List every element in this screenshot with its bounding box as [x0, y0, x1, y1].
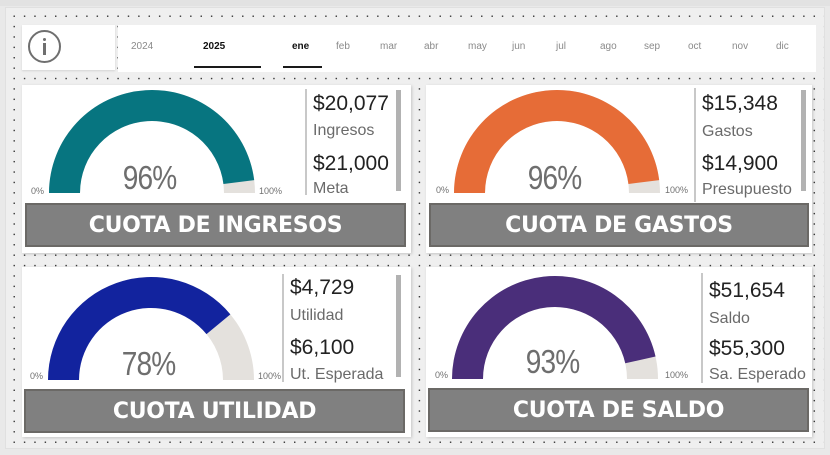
card-cuota-gastos: 96% 0% 100% $15,348 Gastos $14,900 Presu… [426, 85, 812, 253]
month-option-may[interactable]: may [468, 41, 487, 52]
card-cuota-utilidad: 78% 0% 100% $4,729 Utilidad $6,100 Ut. E… [22, 267, 411, 437]
month-option-sep[interactable]: sep [644, 41, 661, 52]
gauge-fill [452, 276, 656, 379]
kpi-value-label: Utilidad [290, 307, 344, 324]
month-option-oct[interactable]: oct [688, 41, 702, 52]
canvas-top-edge [0, 0, 830, 6]
kpi-target: $6,100 [290, 336, 355, 359]
month-option-jun[interactable]: jun [512, 41, 526, 52]
month-option-ago[interactable]: ago [600, 41, 617, 52]
gauge-fill [48, 277, 231, 380]
gauge-min-label: 0% [31, 186, 45, 196]
kpi-panel: $4,729 Utilidad $6,100 Ut. Esperada [282, 274, 394, 383]
month-option-dic[interactable]: dic [776, 41, 789, 52]
kpi-target-label: Meta [313, 180, 349, 197]
kpi-value: $4,729 [290, 276, 355, 299]
kpi-panel: $15,348 Gastos $14,900 Presupuesto [694, 88, 804, 202]
kpi-value-label: Ingresos [313, 122, 375, 139]
month-option-abr[interactable]: abr [424, 41, 439, 52]
kpi-value: $15,348 [702, 92, 778, 115]
kpi-target-label: Ut. Esperada [290, 366, 384, 383]
kpi-target: $55,300 [709, 337, 785, 360]
gauge-min-label: 0% [435, 370, 449, 380]
kpi-panel: $20,077 Ingresos $21,000 Meta [305, 89, 407, 197]
gauge-saldo [452, 276, 658, 379]
kpi-target-label: Presupuesto [702, 181, 792, 198]
gauge-max-label: 100% [665, 185, 689, 195]
card-title-banner: CUOTA DE SALDO [428, 388, 809, 432]
month-option-ene[interactable]: ene [292, 41, 310, 52]
info-bar [43, 43, 46, 55]
month-option-mar[interactable]: mar [380, 41, 398, 52]
kpi-value: $51,654 [709, 279, 785, 302]
kpi-scrollbar[interactable] [396, 275, 401, 377]
card-cuota-saldo: 93% 0% 100% $51,654 Saldo $55,300 Sa. Es… [426, 267, 812, 437]
gauge-max-label: 100% [665, 370, 689, 380]
gauge-percent: 93% [525, 343, 580, 380]
kpi-target: $21,000 [313, 152, 389, 175]
month-option-jul[interactable]: jul [556, 41, 567, 52]
kpi-target-label: Sa. Esperado [709, 366, 806, 383]
info-circle-icon[interactable] [28, 30, 61, 63]
kpi-value: $20,077 [313, 92, 389, 115]
month-selected-underline [283, 66, 322, 68]
gauge-fill [49, 89, 255, 193]
kpi-value-label: Gastos [702, 123, 753, 140]
gauge-min-label: 0% [436, 185, 450, 195]
gauge-max-label: 100% [259, 186, 283, 196]
month-option-nov[interactable]: nov [732, 41, 749, 52]
gauge-percent: 96% [122, 159, 177, 196]
card-cuota-ingresos: 96% 0% 100% $20,077 Ingresos $21,000 Met… [22, 85, 411, 253]
gauge-min-label: 0% [30, 371, 44, 381]
gauge-utilidad [48, 277, 254, 380]
card-title-banner: CUOTA DE GASTOS [429, 203, 809, 247]
gauge-percent: 96% [527, 159, 582, 196]
year-selected-underline [194, 66, 261, 68]
gauge-max-label: 100% [258, 371, 282, 381]
card-title-banner: CUOTA UTILIDAD [24, 389, 405, 433]
year-option-2024[interactable]: 2024 [131, 41, 154, 52]
kpi-value-label: Saldo [709, 310, 750, 327]
info-dot [43, 38, 46, 41]
slicer-gap [147, 66, 165, 72]
kpi-scrollbar[interactable] [801, 90, 806, 191]
gauge-gastos [454, 89, 660, 193]
month-option-feb[interactable]: feb [336, 41, 350, 52]
kpi-scrollbar[interactable] [396, 90, 401, 191]
gauge-fill [454, 89, 660, 193]
gauge-percent: 78% [121, 345, 176, 382]
year-option-2025[interactable]: 2025 [203, 41, 226, 52]
kpi-target: $14,900 [702, 152, 778, 175]
gauge-ingresos [49, 89, 255, 193]
date-slicer: 2024 2025 ene feb mar abr may jun jul ag… [118, 25, 816, 72]
card-title-banner: CUOTA DE INGRESOS [25, 203, 406, 247]
kpi-panel: $51,654 Saldo $55,300 Sa. Esperado [701, 273, 811, 383]
